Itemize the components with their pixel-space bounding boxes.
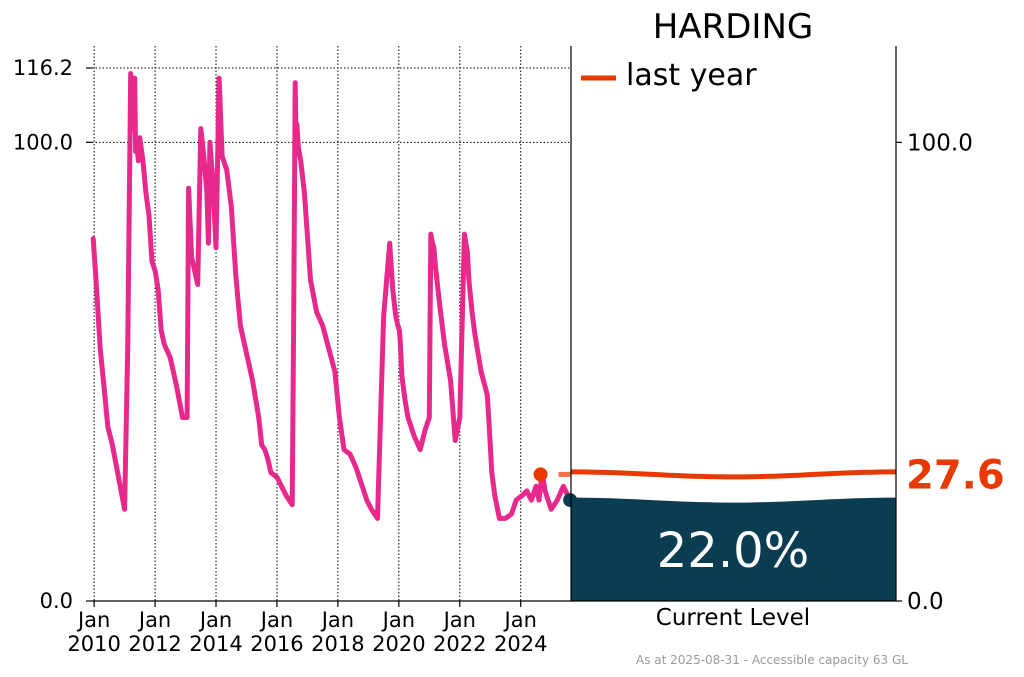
y-tick-label-2: 116.2 bbox=[13, 56, 73, 80]
x-tick-label-year-2012: 2012 bbox=[128, 632, 181, 656]
current-level-label: Current Level bbox=[656, 605, 810, 631]
x-tick-label-month-2016: Jan bbox=[259, 608, 293, 632]
chart-title: HARDING bbox=[653, 7, 813, 47]
y-tick-label-0: 0.0 bbox=[40, 589, 73, 613]
x-tick-label-month-2018: Jan bbox=[320, 608, 354, 632]
legend: last year bbox=[581, 58, 757, 93]
legend-label-last-year: last year bbox=[626, 58, 757, 93]
x-tick-label-year-2020: 2020 bbox=[372, 632, 425, 656]
x-tick-label-month-2022: Jan bbox=[442, 608, 476, 632]
x-tick-label-year-2010: 2010 bbox=[67, 632, 120, 656]
x-tick-label-month-2024: Jan bbox=[503, 608, 537, 632]
gauge-y-tick-label-0: 0.0 bbox=[907, 589, 944, 615]
y-tick-label-1: 100.0 bbox=[13, 130, 73, 154]
last-year-level-line bbox=[571, 469, 896, 480]
x-tick-label-month-2014: Jan bbox=[198, 608, 232, 632]
gauge-y-tick-label-1: 100.0 bbox=[907, 130, 973, 156]
x-tick-label-month-2020: Jan bbox=[381, 608, 415, 632]
last-year-marker bbox=[533, 467, 548, 482]
history-plot bbox=[90, 71, 578, 521]
x-tick-label-month-2012: Jan bbox=[137, 608, 171, 632]
footnote: As at 2025-08-31 - Accessible capacity 6… bbox=[636, 653, 908, 667]
x-tick-label-year-2014: 2014 bbox=[189, 632, 242, 656]
x-tick-label-year-2018: 2018 bbox=[311, 632, 364, 656]
x-tick-label-month-2010: Jan bbox=[76, 608, 110, 632]
last-year-value: 27.6 bbox=[906, 452, 1005, 498]
current-level-fill bbox=[571, 497, 896, 601]
history-series-line bbox=[90, 71, 573, 521]
x-tick-label-year-2022: 2022 bbox=[433, 632, 486, 656]
current-level-percent: 22.0% bbox=[657, 523, 809, 579]
x-tick-label-year-2016: 2016 bbox=[250, 632, 303, 656]
history-axes: Jan2010Jan2012Jan2014Jan2016Jan2018Jan20… bbox=[13, 56, 571, 656]
gauge-panel: 0.0 100.0 bbox=[558, 46, 973, 615]
x-tick-label-year-2024: 2024 bbox=[494, 632, 547, 656]
